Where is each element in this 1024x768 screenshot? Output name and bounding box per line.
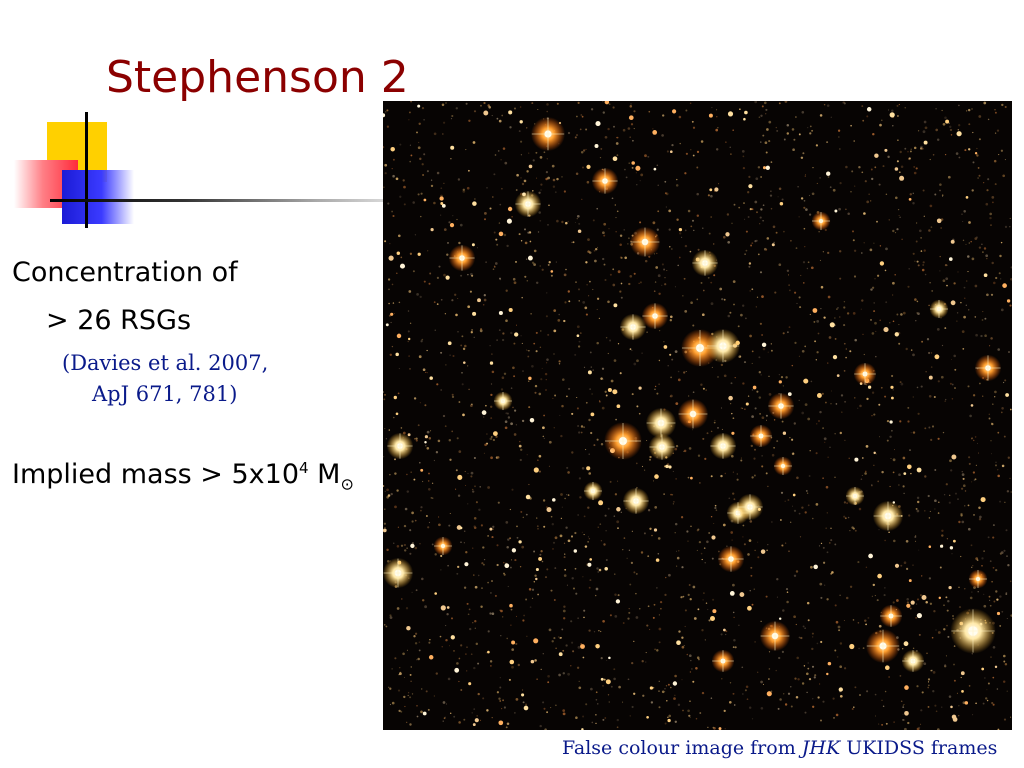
image-caption: False colour image from JHK UKIDSS frame…: [562, 734, 997, 762]
bullet-concentration-line2: > 26 RSGs: [46, 305, 192, 336]
implied-mass-prefix: Implied mass > 5x10: [12, 459, 300, 490]
sun-symbol: ⊙: [340, 474, 354, 494]
star-cluster-image: [383, 101, 1012, 730]
decorative-blue-square: [62, 170, 134, 224]
citation-line2: ApJ 671, 781): [92, 382, 238, 406]
decorative-horizontal-line: [50, 199, 385, 202]
bullet-implied-mass: Implied mass > 5x104 M⊙: [12, 458, 354, 492]
citation-line1: (Davies et al. 2007,: [62, 351, 269, 375]
implied-mass-exponent: 4: [299, 459, 309, 477]
caption-bands: JHK: [801, 737, 841, 759]
caption-suffix: UKIDSS frames: [840, 737, 998, 759]
caption-prefix: False colour image from: [562, 737, 802, 759]
slide-title: Stephenson 2: [106, 52, 409, 103]
implied-mass-unit: M: [317, 459, 341, 490]
bullet-concentration-line1: Concentration of: [12, 257, 238, 288]
star-field-svg: [383, 101, 1012, 730]
decorative-vertical-line: [85, 112, 88, 228]
